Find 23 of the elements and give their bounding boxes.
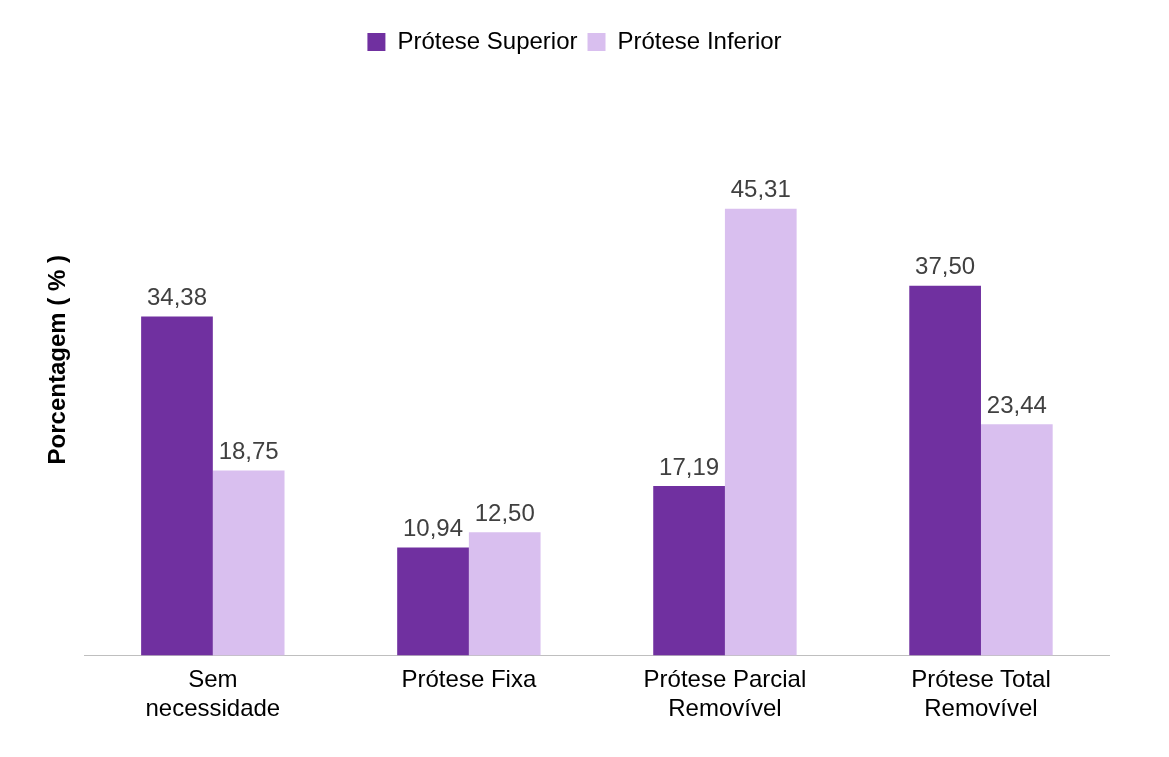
x-tick-label: Prótese Fixa (401, 665, 537, 693)
x-tick-label: Sem necessidade (145, 665, 281, 722)
y-axis-title: Porcentagem ( % ) (43, 255, 71, 465)
x-tick-label: Prótese Parcial Removível (643, 665, 807, 722)
bar (141, 316, 213, 656)
data-label: 17,19 (659, 452, 720, 480)
bar (468, 532, 541, 656)
x-tick-label: Prótese Total Removível (911, 665, 1051, 722)
legend-label: Prótese Inferior (617, 26, 782, 54)
bar (980, 424, 1053, 656)
data-label: 45,31 (730, 175, 791, 203)
bar (653, 485, 725, 656)
bar (724, 208, 797, 656)
bar (397, 547, 469, 656)
data-label: 37,50 (915, 252, 976, 280)
data-label: 18,75 (218, 437, 279, 465)
data-label: 12,50 (474, 498, 535, 526)
legend-label: Prótese Superior (397, 26, 578, 54)
data-label: 23,44 (986, 390, 1047, 418)
data-label: 10,94 (403, 514, 464, 542)
data-label: 34,38 (146, 283, 208, 311)
bar (909, 285, 981, 656)
bar (212, 470, 285, 656)
